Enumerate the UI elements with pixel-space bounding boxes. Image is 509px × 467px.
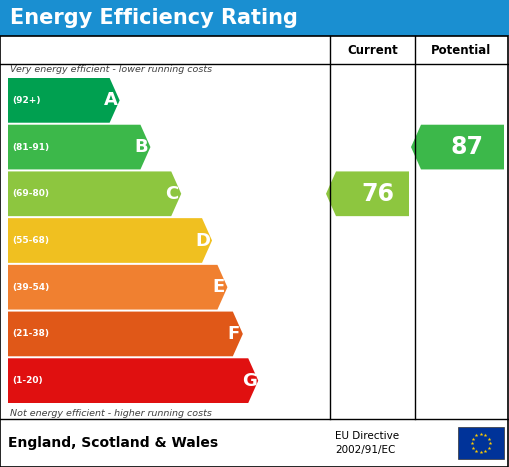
Polygon shape [326,171,409,216]
Text: G: G [242,372,257,389]
Polygon shape [8,171,181,216]
Text: B: B [134,138,148,156]
Text: (55-68): (55-68) [12,236,49,245]
Polygon shape [8,78,120,123]
Text: D: D [195,232,211,249]
Text: 87: 87 [451,135,484,159]
Text: Potential: Potential [431,43,492,57]
Text: 76: 76 [361,182,394,206]
Text: A: A [104,92,118,109]
Polygon shape [8,358,258,403]
Text: (81-91): (81-91) [12,142,49,152]
Text: (92+): (92+) [12,96,41,105]
Polygon shape [8,125,151,170]
Text: Energy Efficiency Rating: Energy Efficiency Rating [10,8,298,28]
Bar [0,0,509,36]
Text: C: C [165,185,179,203]
Text: (69-80): (69-80) [12,189,49,198]
Text: England, Scotland & Wales: England, Scotland & Wales [8,436,218,450]
Text: E: E [212,278,224,296]
Bar [458,427,504,459]
Text: (39-54): (39-54) [12,283,49,292]
Polygon shape [411,125,504,170]
Text: (21-38): (21-38) [12,329,49,339]
Text: F: F [228,325,240,343]
Text: Very energy efficient - lower running costs: Very energy efficient - lower running co… [10,65,212,74]
Text: EU Directive
2002/91/EC: EU Directive 2002/91/EC [335,432,399,454]
Text: (1-20): (1-20) [12,376,43,385]
Text: Not energy efficient - higher running costs: Not energy efficient - higher running co… [10,409,212,418]
Polygon shape [8,311,243,356]
Polygon shape [8,265,228,310]
Polygon shape [8,218,212,263]
Text: Current: Current [347,43,398,57]
